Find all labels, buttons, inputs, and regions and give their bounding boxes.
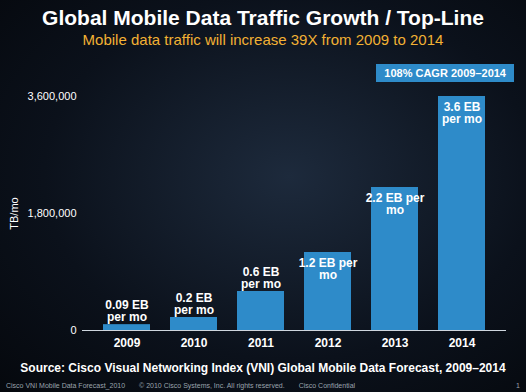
html-text:1: 1	[516, 381, 520, 389]
svg-text:3,600,000: 3,600,000	[28, 90, 77, 102]
svg-text:2013: 2013	[382, 336, 409, 350]
svg-text:1,800,000: 1,800,000	[28, 207, 77, 219]
svg-text:1.2 EB permo: 1.2 EB permo	[299, 256, 358, 282]
html-text:Mobile data traffic will incre: Mobile data traffic will increase 39X fr…	[82, 31, 444, 48]
svg-text:2010: 2010	[181, 336, 208, 350]
html-text:Cisco VNI Mobile Data Forecast: Cisco VNI Mobile Data Forecast_2010	[6, 381, 126, 389]
svg-text:0.6 EBper mo: 0.6 EBper mo	[241, 265, 281, 291]
svg-text:TB/mo: TB/mo	[8, 197, 20, 229]
svg-text:0: 0	[70, 324, 76, 336]
svg-text:2.2 EB permo: 2.2 EB permo	[366, 191, 425, 217]
html-text:© 2010 Cisco Systems, Inc. All: © 2010 Cisco Systems, Inc. All rights re…	[139, 381, 285, 389]
svg-text:2011: 2011	[248, 336, 274, 350]
html-text:Source: Cisco Visual Networkin: Source: Cisco Visual Networking Index (V…	[20, 361, 506, 375]
svg-text:2012: 2012	[315, 336, 342, 350]
svg-text:0.2 EBper mo: 0.2 EBper mo	[174, 291, 214, 317]
svg-text:0.09 EBper mo: 0.09 EBper mo	[105, 298, 149, 324]
html-text:Cisco Confidential: Cisco Confidential	[298, 381, 356, 389]
html-text:Global Mobile Data Traffic Gro: Global Mobile Data Traffic Growth / Top-…	[42, 6, 484, 29]
html-text:108% CAGR 2009–2014: 108% CAGR 2009–2014	[384, 67, 506, 79]
svg-text:2014: 2014	[449, 336, 476, 350]
svg-text:2009: 2009	[114, 336, 141, 350]
svg-text:3.6 EBper mo: 3.6 EBper mo	[442, 100, 482, 126]
